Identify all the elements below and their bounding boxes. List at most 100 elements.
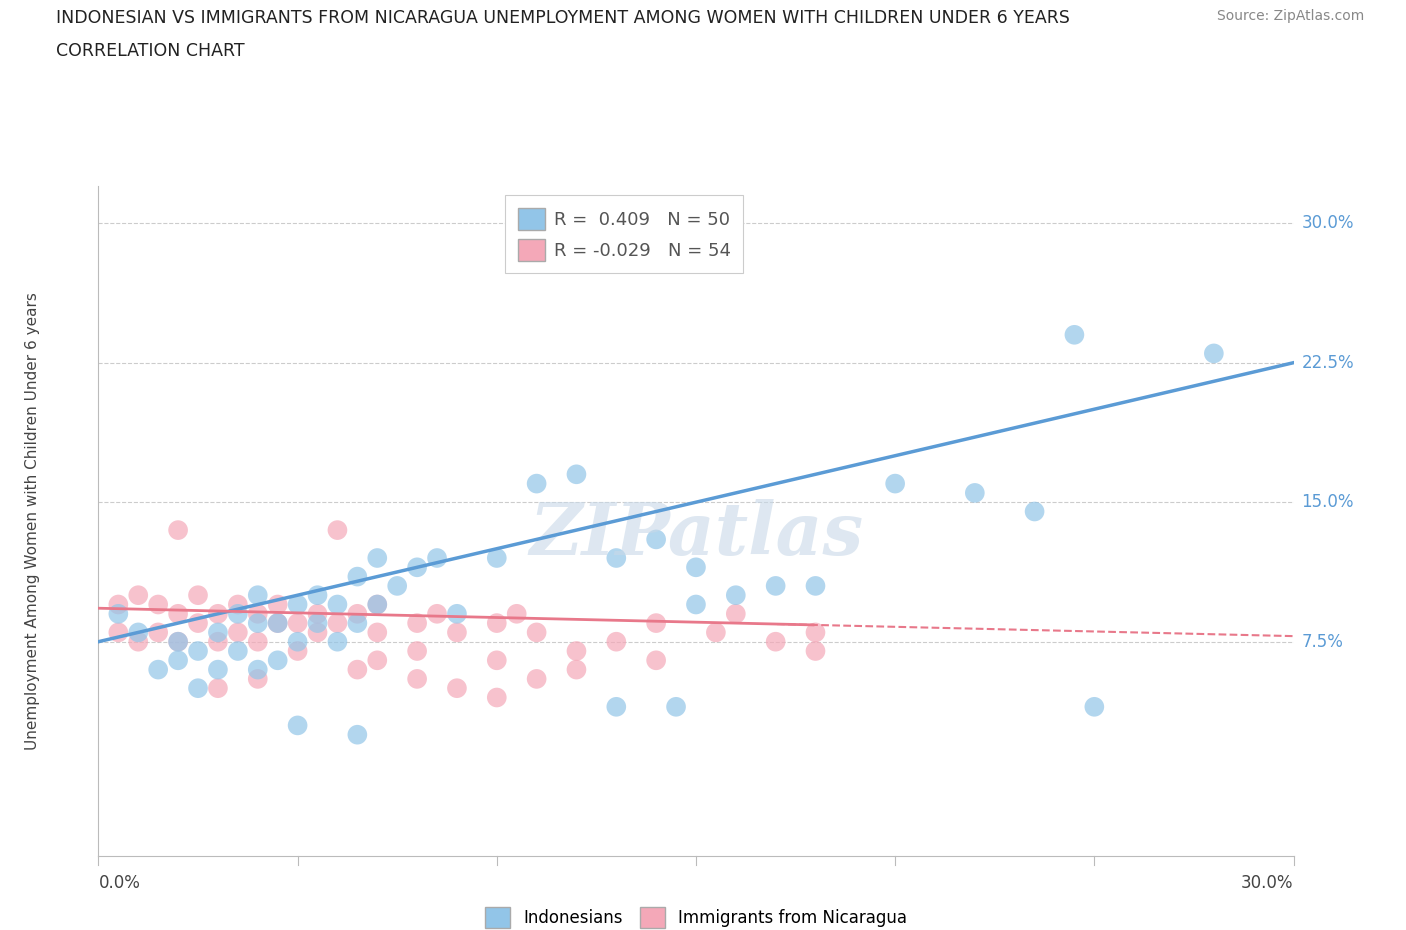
Point	[326, 597, 349, 612]
Text: Source: ZipAtlas.com: Source: ZipAtlas.com	[1216, 9, 1364, 23]
Point	[1063, 327, 1085, 342]
Point	[167, 523, 190, 538]
Point	[406, 644, 429, 658]
Point	[307, 616, 329, 631]
Point	[605, 551, 627, 565]
Point	[446, 606, 468, 621]
Text: 30.0%: 30.0%	[1241, 874, 1294, 892]
Point	[366, 551, 388, 565]
Point	[366, 597, 388, 612]
Text: 15.0%: 15.0%	[1302, 493, 1354, 512]
Point	[207, 625, 229, 640]
Point	[127, 588, 149, 603]
Point	[207, 662, 229, 677]
Point	[307, 588, 329, 603]
Point	[267, 653, 290, 668]
Point	[704, 625, 727, 640]
Point	[246, 606, 269, 621]
Point	[385, 578, 409, 593]
Point	[207, 606, 229, 621]
Point	[127, 634, 149, 649]
Point	[406, 671, 429, 686]
Point	[685, 560, 707, 575]
Point	[485, 551, 508, 565]
Point	[167, 634, 190, 649]
Point	[804, 644, 827, 658]
Point	[267, 616, 290, 631]
Point	[765, 634, 787, 649]
Text: Unemployment Among Women with Children Under 6 years: Unemployment Among Women with Children U…	[25, 292, 41, 750]
Point	[565, 467, 588, 482]
Point	[307, 606, 329, 621]
Point	[1024, 504, 1046, 519]
Point	[287, 644, 309, 658]
Point	[287, 718, 309, 733]
Point	[804, 578, 827, 593]
Point	[226, 625, 249, 640]
Point	[665, 699, 688, 714]
Point	[406, 616, 429, 631]
Legend: Indonesians, Immigrants from Nicaragua: Indonesians, Immigrants from Nicaragua	[478, 900, 914, 930]
Point	[326, 616, 349, 631]
Point	[346, 727, 368, 742]
Point	[148, 625, 170, 640]
Point	[426, 606, 449, 621]
Point	[1083, 699, 1105, 714]
Point	[326, 634, 349, 649]
Point	[446, 681, 468, 696]
Point	[685, 597, 707, 612]
Point	[107, 597, 129, 612]
Point	[605, 699, 627, 714]
Point	[645, 616, 668, 631]
Point	[148, 662, 170, 677]
Point	[127, 625, 149, 640]
Point	[565, 644, 588, 658]
Point	[226, 597, 249, 612]
Point	[526, 671, 548, 686]
Text: 7.5%: 7.5%	[1302, 632, 1343, 651]
Point	[226, 644, 249, 658]
Point	[346, 569, 368, 584]
Point	[485, 690, 508, 705]
Point	[167, 606, 190, 621]
Point	[226, 606, 249, 621]
Point	[346, 662, 368, 677]
Text: 30.0%: 30.0%	[1302, 214, 1354, 232]
Point	[246, 616, 269, 631]
Point	[346, 616, 368, 631]
Text: 22.5%: 22.5%	[1302, 353, 1354, 372]
Point	[287, 597, 309, 612]
Point	[307, 625, 329, 640]
Point	[645, 532, 668, 547]
Point	[645, 653, 668, 668]
Point	[187, 644, 209, 658]
Point	[167, 634, 190, 649]
Point	[246, 671, 269, 686]
Point	[267, 597, 290, 612]
Point	[187, 588, 209, 603]
Point	[526, 476, 548, 491]
Point	[207, 681, 229, 696]
Point	[724, 588, 747, 603]
Point	[246, 662, 269, 677]
Point	[605, 634, 627, 649]
Point	[346, 606, 368, 621]
Point	[246, 634, 269, 649]
Point	[485, 653, 508, 668]
Point	[506, 606, 529, 621]
Point	[167, 653, 190, 668]
Point	[884, 476, 907, 491]
Text: INDONESIAN VS IMMIGRANTS FROM NICARAGUA UNEMPLOYMENT AMONG WOMEN WITH CHILDREN U: INDONESIAN VS IMMIGRANTS FROM NICARAGUA …	[56, 9, 1070, 27]
Point	[267, 616, 290, 631]
Point	[963, 485, 986, 500]
Point	[148, 597, 170, 612]
Point	[485, 616, 508, 631]
Point	[526, 625, 548, 640]
Text: CORRELATION CHART: CORRELATION CHART	[56, 42, 245, 60]
Point	[804, 625, 827, 640]
Point	[246, 588, 269, 603]
Point	[1202, 346, 1225, 361]
Point	[426, 551, 449, 565]
Point	[207, 634, 229, 649]
Point	[107, 606, 129, 621]
